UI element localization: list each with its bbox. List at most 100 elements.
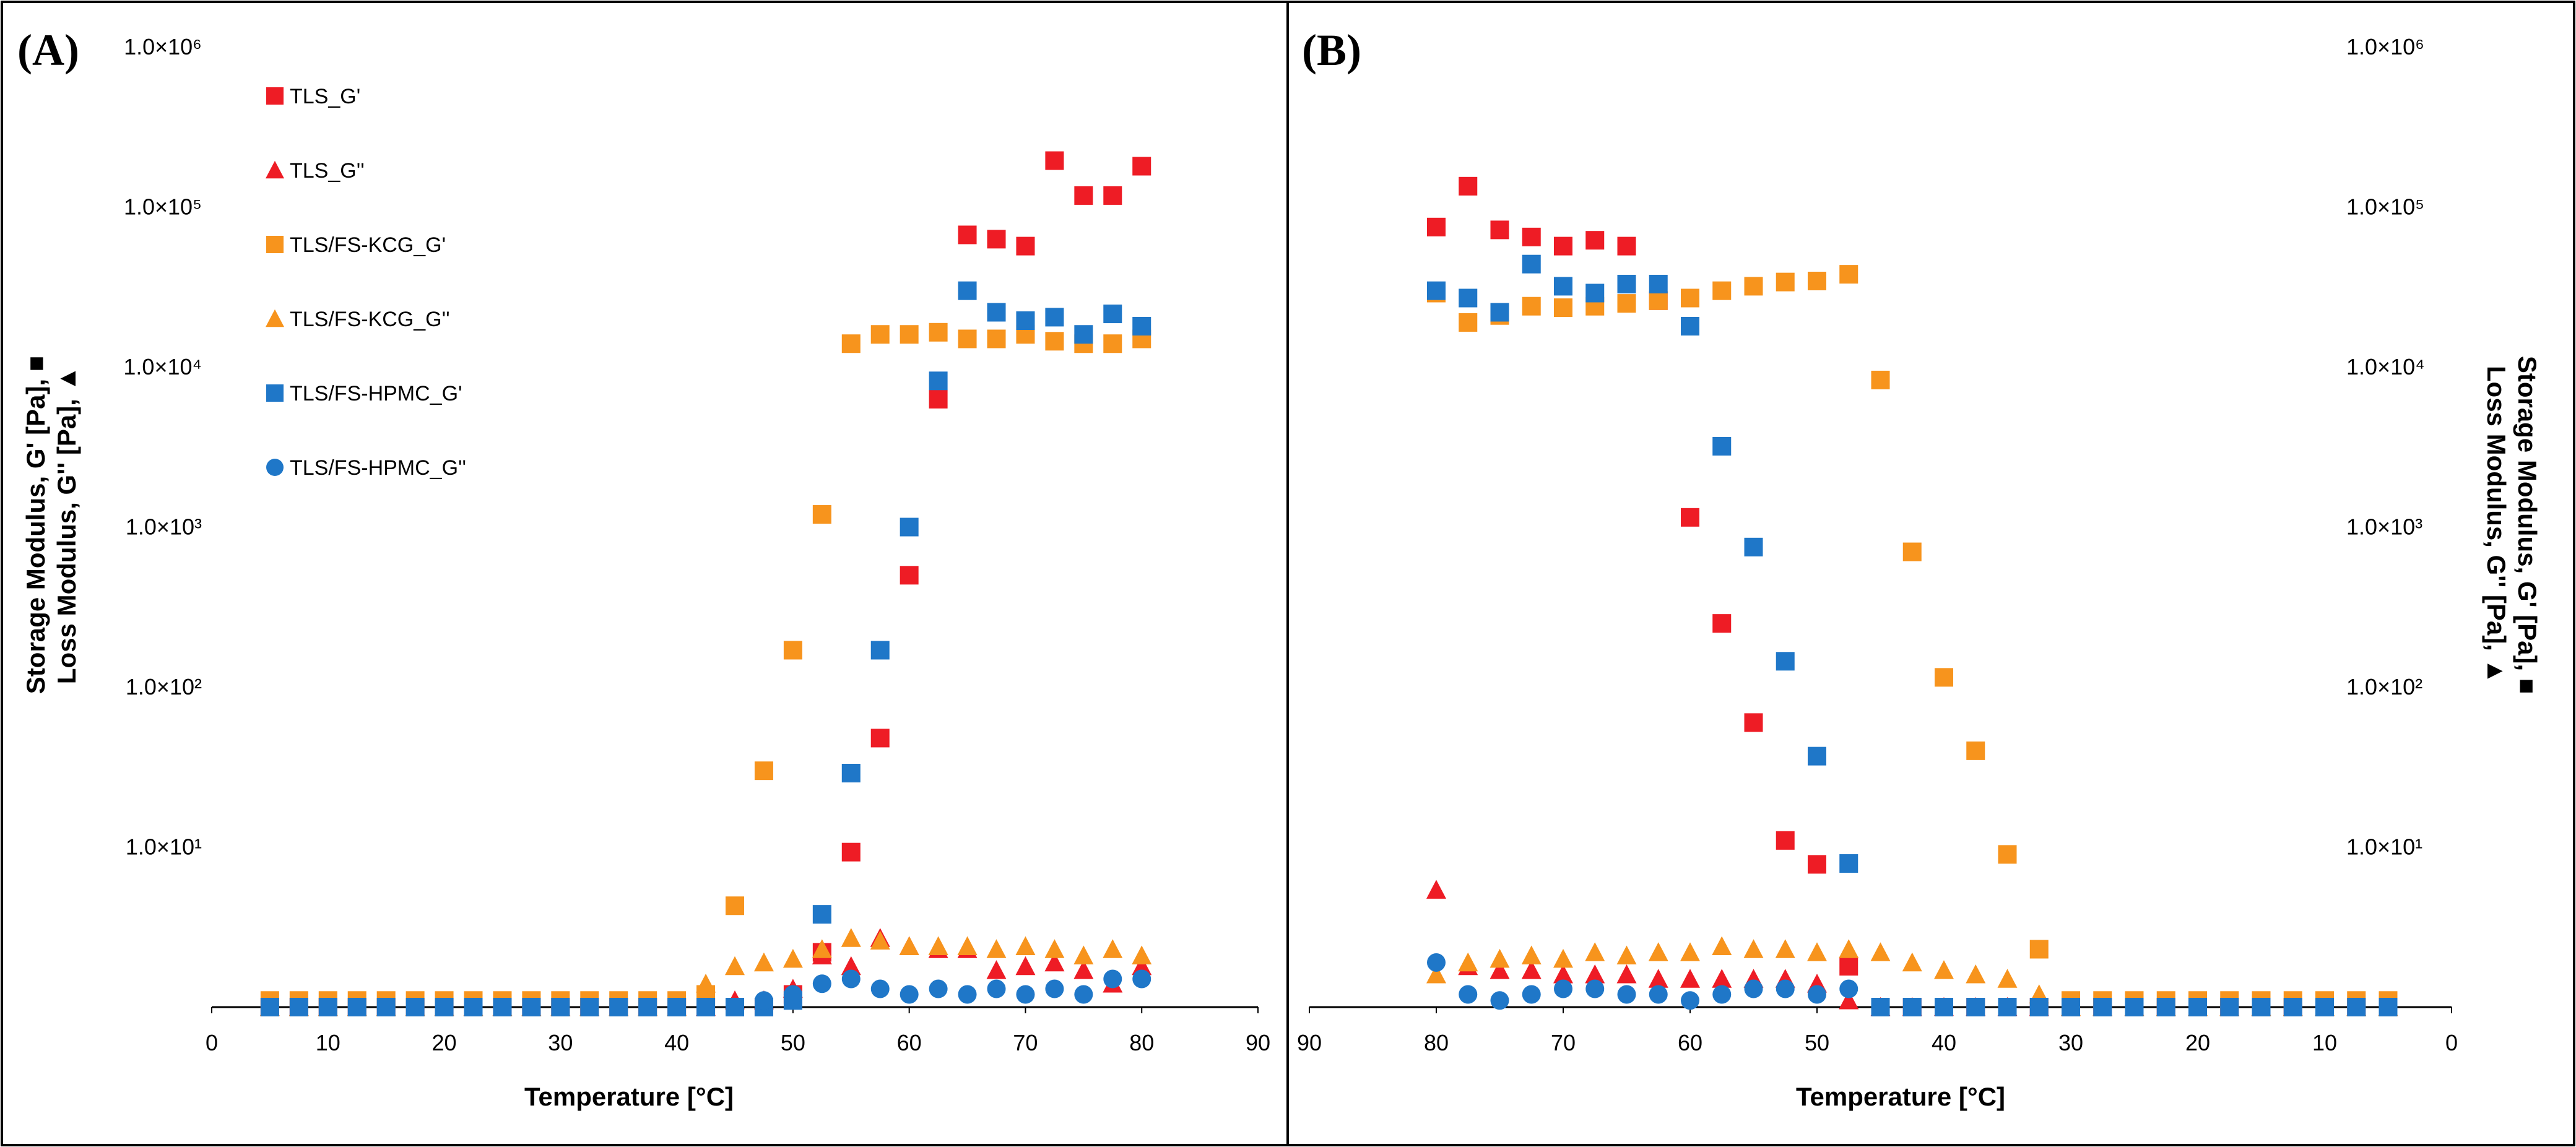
panel-b-point (1554, 236, 1572, 256)
panel-a-point (464, 998, 483, 1016)
panel-b-point (1648, 942, 1668, 961)
panel-b-point (1426, 880, 1446, 899)
panel-a-point (1074, 985, 1093, 1004)
panel-a-point (609, 998, 628, 1016)
panel-a-point (1074, 325, 1093, 344)
panel-a-point (987, 230, 1006, 249)
panel-b-point (1807, 942, 1827, 961)
panel-b-point (1427, 953, 1446, 972)
panel-a-x-tick-label: 0 (206, 1030, 218, 1055)
panel-b-point (1712, 281, 1732, 300)
panel-a-point (667, 998, 687, 1016)
panel-b-point (2283, 998, 2302, 1016)
panel-b-point (1839, 854, 1858, 873)
panel-b-point (2315, 998, 2334, 1016)
panel-a-point (1073, 945, 1094, 964)
panel-b-point (1553, 964, 1573, 984)
panel-a-point (958, 281, 977, 300)
panel-b-point (1744, 277, 1763, 296)
panel-b-point (1712, 985, 1732, 1004)
panel-b-point (1616, 964, 1637, 984)
panel-b-point (1490, 220, 1509, 240)
panel-b: (B) 90 80 70 60 50 40 30 20 10 0 1.0×10⁶ 1.0×10⁵ 1.0… (1297, 25, 2542, 1111)
panel-a-y-tick-label: 1.0×10⁵ (124, 194, 202, 220)
panel-a-point (957, 936, 978, 955)
panel-a-point (900, 325, 919, 344)
panel-b-point (2347, 998, 2366, 1016)
panel-b-point (1617, 294, 1636, 313)
panel-b-point (1776, 652, 1795, 671)
panel-b-label: (B) (1302, 25, 1361, 75)
panel-b-point (2220, 998, 2239, 1016)
panel-b-point (1871, 370, 1890, 389)
panel-b-point (1681, 991, 1699, 1010)
panel-a-x-tick-label: 40 (664, 1030, 689, 1055)
panel-b-point (1490, 303, 1509, 322)
panel-b-point (1712, 969, 1732, 988)
panel-a-point (725, 956, 745, 976)
panel-b-x-tick-label: 10 (2312, 1030, 2337, 1055)
panel-b-point (1998, 998, 2017, 1016)
panel-a-point (841, 928, 861, 947)
panel-b-point (1490, 991, 1509, 1010)
panel-a-point (1045, 979, 1064, 998)
panel-b-point (1935, 998, 1953, 1016)
panel-b-point (1935, 668, 1953, 687)
legend-entry: TLS/FS-KCG_G'' (266, 308, 450, 331)
panel-b-point (1554, 979, 1572, 998)
panel-a-point (870, 979, 890, 998)
panel-b-point (1776, 979, 1795, 998)
panel-b-point (1680, 969, 1700, 988)
panel-a-point (1132, 969, 1151, 989)
panel-a-point (928, 936, 948, 955)
panel-a-point (1103, 186, 1122, 205)
panel-a-point (812, 505, 831, 524)
panel-b-point (1680, 942, 1700, 961)
panel-b-x-tick-label: 80 (1424, 1030, 1449, 1055)
panel-b-point (1585, 979, 1605, 998)
panel-b-y-axis-title-line2: Loss Modulus, G'' [Pa], ▲ (2482, 366, 2511, 684)
legend-label: TLS_G'' (290, 159, 365, 183)
panel-a-point (783, 948, 803, 968)
panel-b-point (1585, 284, 1605, 303)
panel-a-data (259, 151, 1152, 1016)
panel-b-point (1902, 998, 1922, 1016)
panel-b-point (2029, 998, 2049, 1016)
panel-a-point (638, 998, 657, 1016)
panel-a-point (1132, 945, 1152, 964)
panel-b-point (1649, 274, 1668, 293)
panel-a-point (696, 973, 716, 993)
panel-b-point (2156, 998, 2175, 1016)
legend-entry: TLS/FS-HPMC_G'' (266, 456, 466, 480)
panel-b-point (1744, 537, 1763, 556)
panel-a-point (899, 936, 919, 955)
panel-b-point (1808, 855, 1826, 874)
panel-b-point (1522, 985, 1541, 1004)
panel-a-point (1132, 317, 1151, 336)
panel-b-point (1459, 313, 1478, 332)
panel-b-point (1585, 942, 1605, 961)
panel-b-point (1681, 317, 1699, 336)
panel-b-point (1459, 985, 1478, 1004)
legend-marker (266, 236, 284, 253)
panel-b-point (2252, 998, 2271, 1016)
legend-label: TLS/FS-HPMC_G' (290, 382, 462, 405)
panel-a-point (1015, 956, 1036, 976)
panel-b-point (1712, 614, 1732, 633)
panel-b-y-tick-label: 1.0×10¹ (2346, 834, 2422, 860)
panel-b-point (1681, 288, 1699, 308)
legend-label: TLS/FS-KCG_G' (290, 233, 446, 257)
panel-a-point (987, 979, 1006, 998)
panel-b-point (1427, 281, 1446, 300)
panel-b-point (1902, 542, 1922, 561)
panel-a-point (1103, 305, 1122, 324)
panel-b-point (1839, 990, 1859, 1010)
panel-b-point (2188, 998, 2207, 1016)
legend-label: TLS/FS-HPMC_G'' (290, 456, 466, 480)
panel-b-point (1902, 952, 1922, 972)
panel-a-point (726, 998, 744, 1016)
panel-b-point (1649, 291, 1668, 310)
panel-a-x-tick-label: 60 (897, 1030, 922, 1055)
panel-a-x-tick-label: 30 (548, 1030, 573, 1055)
